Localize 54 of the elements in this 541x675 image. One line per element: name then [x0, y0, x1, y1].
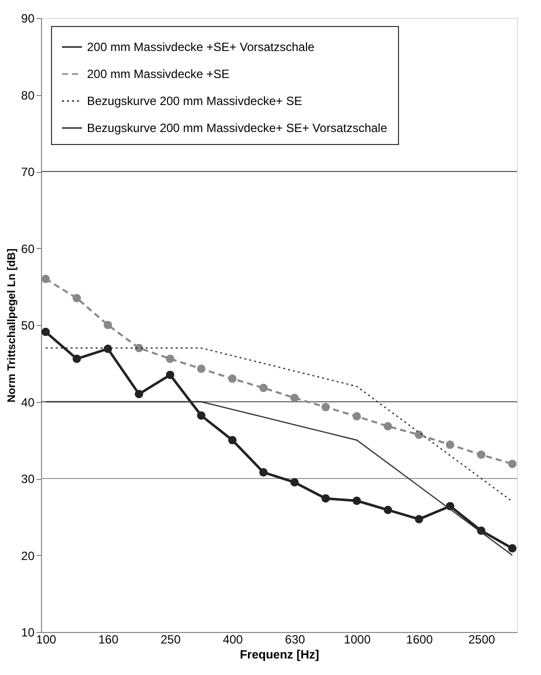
- y-tick-label: 50: [21, 318, 35, 332]
- x-tick-label: 400: [222, 632, 244, 646]
- point: [72, 354, 81, 363]
- point: [352, 412, 361, 421]
- line-series: [45, 401, 513, 556]
- point: [259, 468, 268, 477]
- point: [259, 384, 268, 392]
- point: [197, 364, 206, 373]
- y-tick-label: 80: [21, 88, 35, 102]
- point: [166, 354, 174, 363]
- point: [134, 390, 144, 398]
- point: [414, 515, 424, 524]
- legend-label: Bezugskurve 200 mm Massivdecke+ SE: [87, 94, 302, 108]
- point: [134, 344, 144, 352]
- point: [166, 370, 174, 380]
- y-tick-label: 40: [21, 395, 35, 410]
- point: [228, 436, 237, 444]
- point: [228, 374, 237, 383]
- point: [446, 440, 454, 449]
- x-tick-label: 1000: [344, 632, 371, 646]
- y-tick-label: 20: [21, 548, 35, 563]
- point: [72, 294, 81, 302]
- x-tick-label: 160: [98, 632, 119, 646]
- point: [508, 544, 517, 553]
- point: [321, 494, 330, 503]
- x-axis-title: Frequenz [Hz]: [240, 648, 320, 662]
- point: [321, 402, 330, 412]
- legend-label: 200 mm Massivdecke +SE+ Vorsatzschale: [87, 40, 315, 54]
- point: [41, 328, 50, 336]
- point: [104, 320, 112, 330]
- point: [352, 496, 361, 505]
- y-tick-label: 30: [21, 472, 35, 486]
- x-tick-label: 2500: [468, 632, 496, 646]
- y-axis-title: Norm Trittschallpegel Ln [dB]: [6, 248, 18, 403]
- legend-label: Bezugskurve 200 mm Massivdecke+ SE+ Vorsatzschale: [87, 121, 388, 135]
- x-tick-label: 630: [285, 632, 306, 646]
- point: [414, 430, 424, 439]
- x-tick-label: 100: [36, 632, 56, 646]
- point: [197, 411, 206, 420]
- point: [477, 450, 486, 459]
- point: [384, 506, 392, 514]
- point: [508, 460, 517, 468]
- point: [290, 478, 299, 487]
- point: [41, 274, 50, 284]
- y-tick-label: 70: [21, 165, 35, 179]
- y-tick-label: 10: [21, 626, 35, 640]
- y-tick-label: 60: [21, 242, 35, 256]
- x-tick-label: 1600: [406, 632, 434, 646]
- x-tick-label: 250: [160, 632, 181, 646]
- y-tick-label: 90: [21, 12, 35, 26]
- legend-label: 200 mm Massivdecke +SE: [87, 67, 230, 81]
- point: [104, 344, 112, 353]
- point: [384, 422, 392, 430]
- point: [290, 394, 299, 402]
